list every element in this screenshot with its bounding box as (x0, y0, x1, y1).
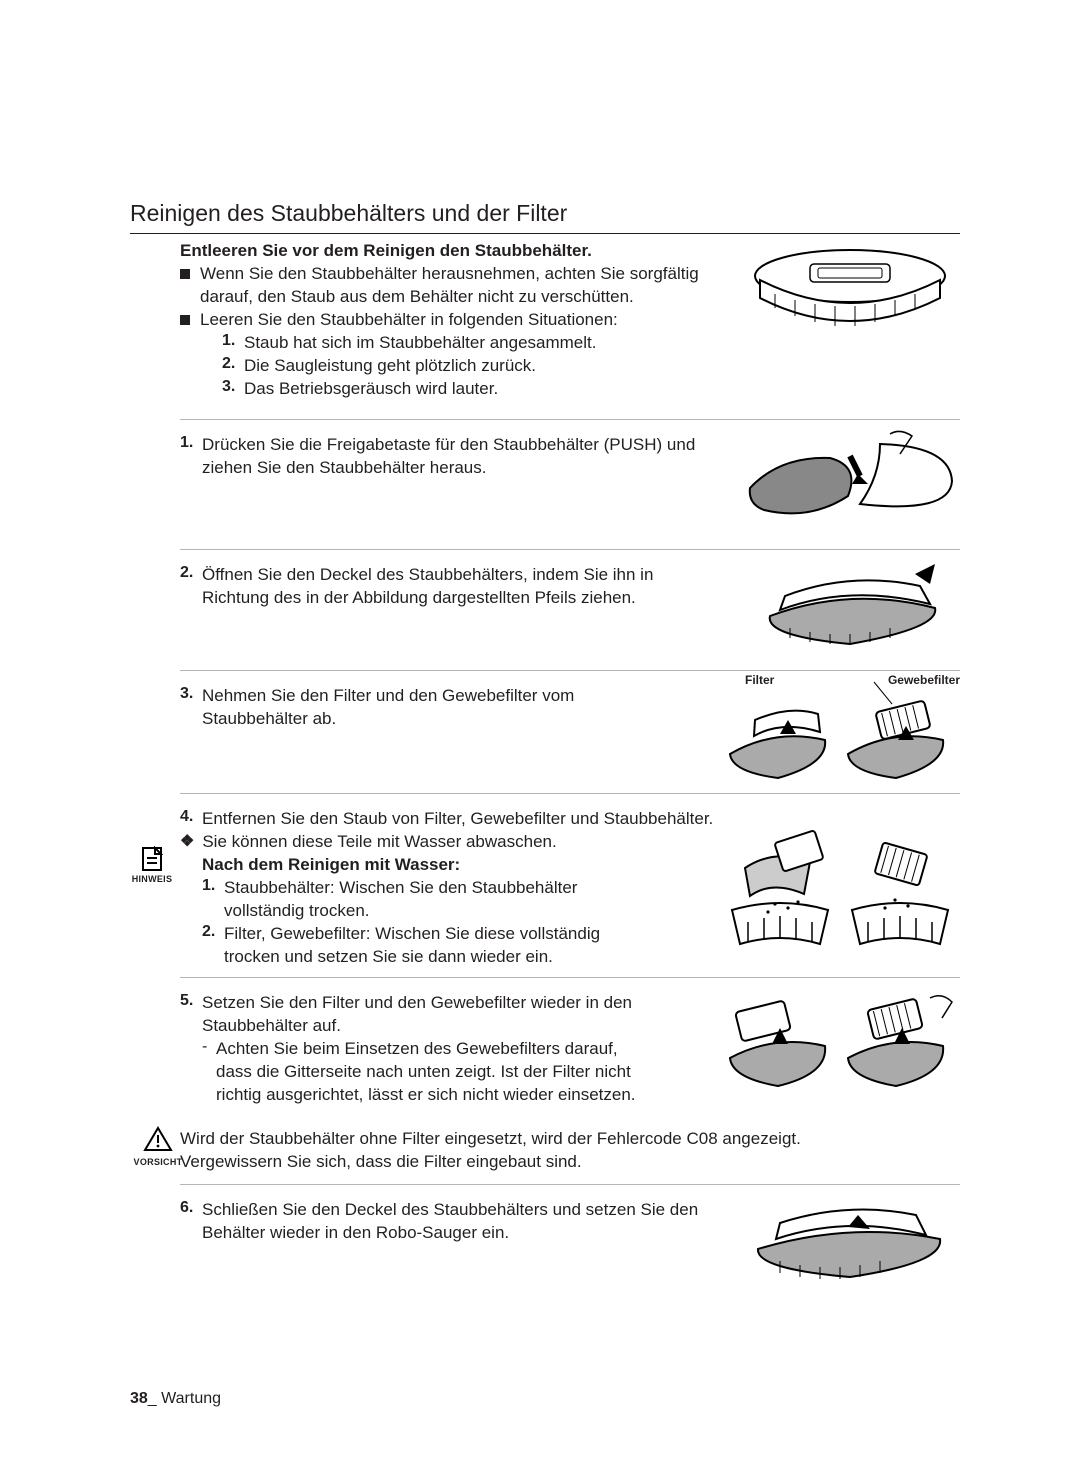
manual-page: Reinigen des Staubbehälters und der Filt… (0, 0, 1080, 1472)
warning-triangle-icon (143, 1126, 173, 1152)
illustration-pull-icon (740, 426, 960, 526)
separator (180, 549, 960, 550)
section-title: Reinigen des Staubbehälters und der Filt… (130, 200, 960, 234)
intro-bullet-2: Leeren Sie den Staubbehälter in folgende… (180, 309, 730, 332)
illustration-filters-icon: Filter Gewebefilter (720, 673, 960, 783)
situation-2: 2.Die Saugleistung geht plötzlich zurück… (222, 355, 730, 378)
intro-bullet-1: Wenn Sie den Staubbehälter herausnehmen,… (180, 263, 730, 309)
step-2: 2. Öffnen Sie den Deckel des Staubbehält… (130, 564, 960, 610)
situation-1: 1.Staub hat sich im Staubbehälter angesa… (222, 332, 730, 355)
note-icon (141, 846, 163, 872)
illustration-close-icon (740, 1193, 960, 1283)
caution-block: VORSICHT Wird der Staubbehälter ohne Fil… (130, 1128, 960, 1174)
footer-section: Wartung (157, 1390, 221, 1407)
separator (180, 419, 960, 420)
intro-block: Entleeren Sie vor dem Reinigen den Staub… (130, 240, 960, 401)
hinweis-badge: HINWEIS (130, 846, 174, 884)
label-gewebefilter: Gewebefilter (888, 673, 960, 687)
after-water-heading: Nach dem Reinigen mit Wasser: (202, 854, 730, 877)
separator (180, 793, 960, 794)
square-bullet-icon (180, 269, 190, 279)
illustration-reinsert-icon (720, 992, 960, 1092)
step-5: 5. Setzen Sie den Filter und den Gewebef… (130, 992, 960, 1107)
illustration-wash-icon (720, 818, 960, 948)
page-number: 38 (130, 1390, 148, 1407)
square-bullet-icon (180, 315, 190, 325)
intro-heading: Entleeren Sie vor dem Reinigen den Staub… (180, 240, 730, 263)
separator (180, 670, 960, 671)
step-4: HINWEIS 4.Entfernen Sie den Staub von Fi… (130, 808, 960, 969)
label-filter: Filter (745, 673, 774, 687)
page-footer: 38_ Wartung (130, 1390, 221, 1408)
vorsicht-badge: VORSICHT (130, 1126, 186, 1167)
decor-icon: ❖ (180, 831, 194, 854)
step-6: 6. Schließen Sie den Deckel des Staubbeh… (130, 1199, 960, 1245)
separator (180, 977, 960, 978)
step-3: 3. Nehmen Sie den Filter und den Gewebef… (130, 685, 960, 731)
situation-3: 3.Das Betriebsgeräusch wird lauter. (222, 378, 730, 401)
illustration-dustbin-icon (740, 236, 960, 356)
step-1: 1. Drücken Sie die Freigabetaste für den… (130, 434, 960, 480)
separator (180, 1184, 960, 1185)
illustration-open-lid-icon (740, 556, 960, 651)
